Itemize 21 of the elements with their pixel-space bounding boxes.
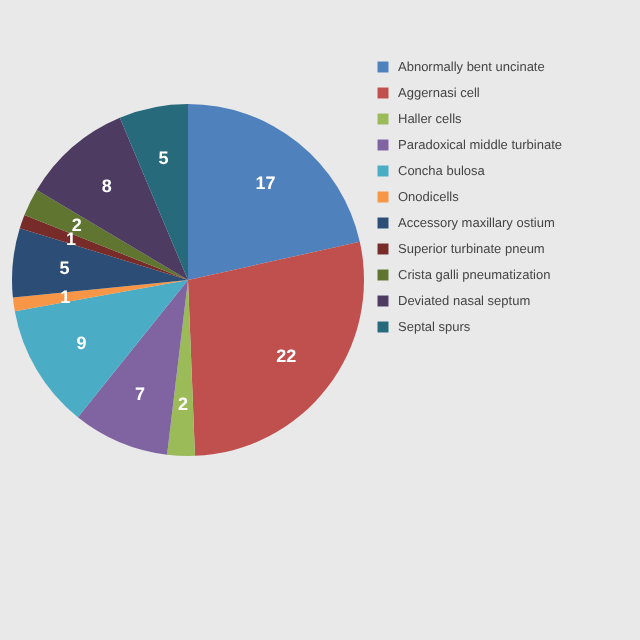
data-label: 17: [255, 173, 276, 194]
data-label: 22: [276, 345, 297, 366]
data-label: 2: [71, 215, 82, 236]
data-label: 5: [158, 148, 169, 169]
pie-slice: [167, 280, 195, 456]
data-label: 1: [66, 228, 77, 249]
data-label: 5: [59, 257, 70, 278]
data-label: 8: [101, 176, 112, 197]
pie-slice: [36, 117, 188, 280]
data-label: 9: [76, 333, 87, 354]
pie-slice: [19, 215, 188, 280]
data-label: 2: [178, 393, 189, 414]
pie-slice: [119, 104, 188, 280]
pie-slice: [77, 280, 188, 455]
pie-slice: [14, 280, 188, 418]
data-label: 1: [60, 287, 71, 308]
pie-slice: [12, 280, 188, 312]
pie-slice: [188, 241, 364, 456]
data-label: 7: [134, 384, 145, 405]
pie-slice: [24, 189, 188, 280]
pie-slice: [188, 104, 360, 280]
